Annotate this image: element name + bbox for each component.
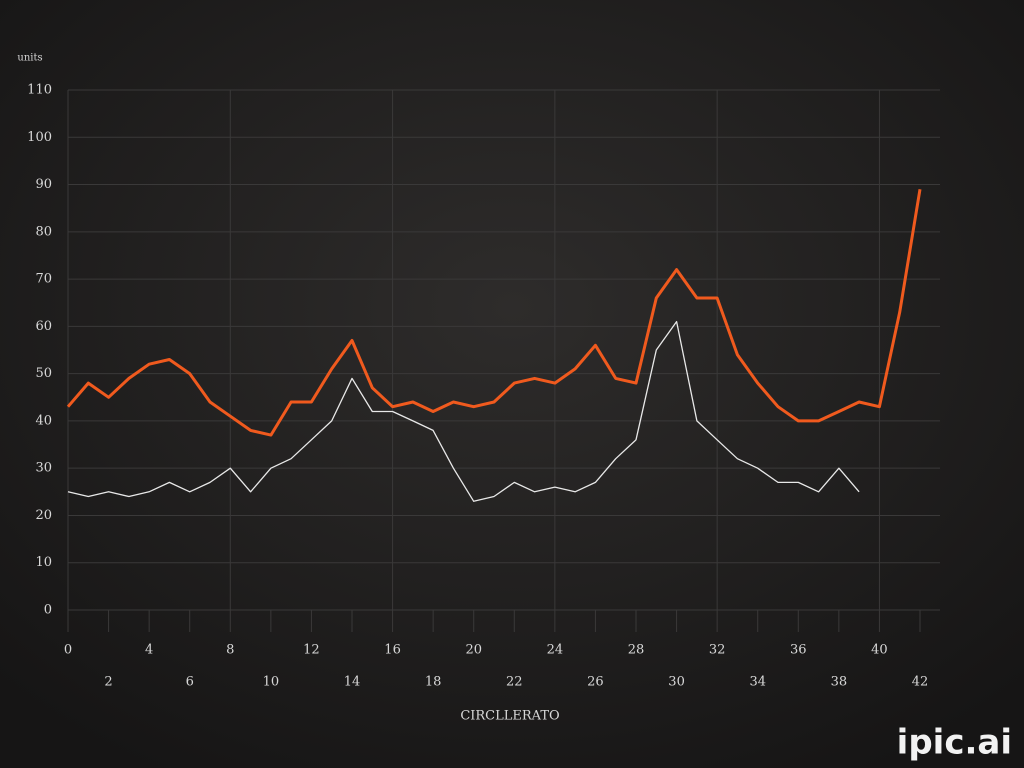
y-tick-label: 20 — [35, 508, 52, 523]
y-tick-label: 10 — [35, 555, 52, 570]
y-tick-label: 100 — [27, 130, 52, 145]
x-tick-label: 26 — [587, 675, 604, 690]
y-tick-label: 80 — [35, 224, 52, 239]
x-tick-label: 14 — [344, 675, 361, 690]
x-tick-label: 8 — [226, 643, 234, 658]
x-tick-label: 34 — [749, 675, 766, 690]
series-line — [66, 189, 922, 437]
axis-unit: units — [17, 53, 42, 64]
x-tick-label: 24 — [547, 643, 564, 658]
series-line — [67, 320, 860, 502]
x-tick-label: 30 — [668, 675, 685, 690]
y-tick-label: 40 — [35, 413, 52, 428]
x-tick-label: 16 — [384, 643, 401, 658]
x-tick-label: 6 — [186, 675, 194, 690]
y-tick-label: 70 — [35, 272, 52, 287]
x-tick-label: 10 — [263, 675, 280, 690]
x-tick-label: 12 — [303, 643, 320, 658]
y-tick-label: 110 — [27, 83, 52, 98]
x-tick-label: 42 — [912, 675, 929, 690]
y-tick-label: 90 — [35, 177, 52, 192]
y-tick-label: 60 — [35, 319, 52, 334]
x-tick-label: 40 — [871, 643, 888, 658]
x-tick-label: 38 — [831, 675, 848, 690]
y-tick-label: 0 — [44, 603, 52, 618]
watermark: ipic.ai — [897, 723, 1012, 763]
y-tick-label: 50 — [35, 366, 52, 381]
x-tick-label: 4 — [145, 643, 153, 658]
x-tick-label: 2 — [104, 675, 112, 690]
x-tick-label: 22 — [506, 675, 523, 690]
x-axis-label: CIRCLLERATO — [460, 709, 559, 724]
x-tick-label: 0 — [64, 643, 72, 658]
x-tick-label: 32 — [709, 643, 726, 658]
x-tick-label: 28 — [628, 643, 645, 658]
x-tick-label: 20 — [465, 643, 482, 658]
x-tick-label: 18 — [425, 675, 442, 690]
y-tick-label: 30 — [35, 461, 52, 476]
x-tick-label: 36 — [790, 643, 807, 658]
